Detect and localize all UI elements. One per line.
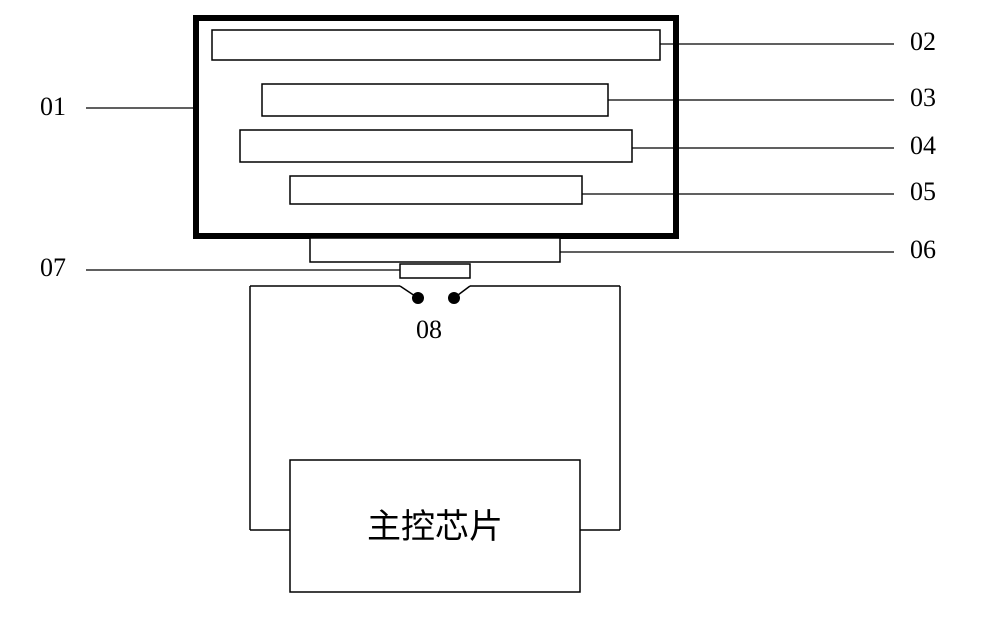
layer-03 — [262, 84, 608, 116]
callout-07-label: 07 — [40, 253, 66, 282]
chip-label: 主控芯片 — [367, 508, 503, 546]
layer-05 — [290, 176, 582, 204]
callout-05-label: 05 — [910, 177, 936, 206]
layer-02 — [212, 30, 660, 60]
callout-02-label: 02 — [910, 27, 936, 56]
layer-06 — [310, 238, 560, 262]
callout-03-label: 03 — [910, 83, 936, 112]
terminal-dot-left — [412, 292, 424, 304]
callout-01-label: 01 — [40, 92, 66, 121]
terminal-dot-right — [448, 292, 460, 304]
callout-08-label: 08 — [416, 315, 442, 344]
layer-07 — [400, 264, 470, 278]
callout-04-label: 04 — [910, 131, 936, 160]
layer-04 — [240, 130, 632, 162]
callout-06-label: 06 — [910, 235, 936, 264]
